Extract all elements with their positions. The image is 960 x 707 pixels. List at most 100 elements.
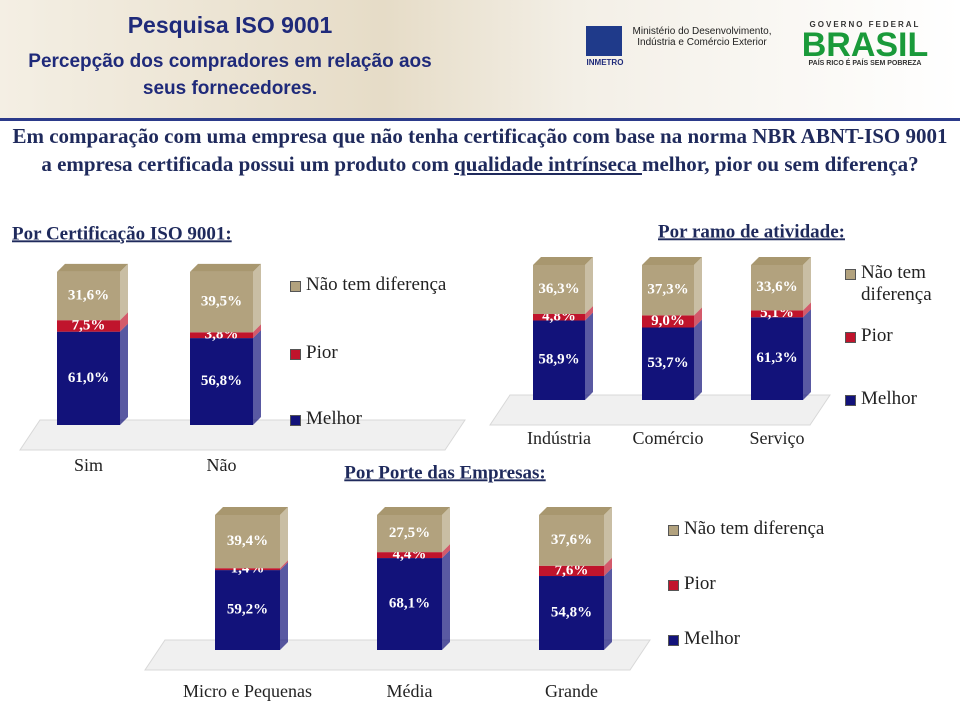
bar-depth <box>604 568 612 650</box>
legend-swatch <box>290 349 301 360</box>
bar-depth <box>442 550 450 650</box>
legend-label: Não tem diferença <box>306 274 447 295</box>
government-label: GOVERNO FEDERAL <box>809 20 921 29</box>
bar-segment <box>642 265 694 316</box>
legend-swatch <box>668 635 679 646</box>
bar-segment <box>57 271 120 321</box>
header-title: Pesquisa ISO 9001 <box>127 12 333 38</box>
value-label: 31,6% <box>68 287 109 303</box>
bar-segment <box>190 338 253 425</box>
floor <box>19 419 466 451</box>
x-tick-label: Não <box>207 455 237 475</box>
legend-label: Pior <box>684 573 716 594</box>
value-label: 27,5% <box>389 525 430 541</box>
bar-segment <box>215 570 280 650</box>
x-tick-label: Grande <box>545 681 598 701</box>
value-label: 54,8% <box>551 604 592 620</box>
x-tick-label: Serviço <box>750 428 805 448</box>
legend-swatch <box>845 395 856 406</box>
legend-swatch <box>845 269 856 280</box>
bar-depth <box>280 562 288 650</box>
floor <box>489 394 831 426</box>
value-label: 37,6% <box>551 532 592 548</box>
bar-depth <box>120 323 128 425</box>
legend-swatch <box>668 525 679 536</box>
bar-depth <box>442 507 450 553</box>
x-tick-label: Comércio <box>633 428 704 448</box>
bar-top <box>57 263 128 272</box>
chart-title: Por Porte das Empresas: <box>344 462 545 483</box>
bar-depth <box>442 544 450 559</box>
bar-top <box>215 507 288 515</box>
bar-top <box>539 507 612 515</box>
bar-depth <box>120 312 128 332</box>
legend-label: Não tem diferença <box>861 262 932 305</box>
bar-depth <box>694 307 702 328</box>
inmetro-logo <box>586 26 622 56</box>
question-text: melhor, pior ou sem diferença? <box>641 152 919 176</box>
brasil-logo: BRASIL <box>801 26 929 64</box>
legend-label: Melhor <box>684 628 740 649</box>
legend-swatch <box>290 281 301 292</box>
x-tick-label: Média <box>387 681 433 701</box>
legend-swatch <box>845 332 856 343</box>
bar-depth <box>803 309 811 400</box>
bar-depth <box>803 257 811 311</box>
chart-title: Por ramo de atividade: <box>658 221 845 242</box>
bar-top <box>751 257 811 265</box>
bar-segment <box>57 331 120 425</box>
bar-depth <box>253 324 261 339</box>
bar-top <box>533 257 593 265</box>
bar-segment <box>642 327 694 400</box>
bar-segment <box>533 314 585 321</box>
value-label: 39,4% <box>227 533 268 549</box>
value-label: 61,0% <box>68 370 109 386</box>
bar-top <box>642 257 702 265</box>
bar-segment <box>377 552 442 559</box>
bar-segment <box>215 515 280 569</box>
value-label: 53,7% <box>647 355 688 371</box>
bar-segment <box>190 332 253 339</box>
x-tick-label: Indústria <box>527 428 591 448</box>
slogan: PAÍS RICO É PAÍS SEM POBREZA <box>808 60 922 67</box>
chart-title: Por Certificação ISO 9001: <box>12 223 232 244</box>
bar-segment <box>642 315 694 328</box>
ministry-label: Ministério do Desenvolvimento, Indústria… <box>632 26 772 48</box>
bar-segment <box>751 310 803 318</box>
bar-depth <box>280 560 288 571</box>
x-tick-label: Sim <box>74 455 103 475</box>
bar-segment <box>57 320 120 332</box>
value-label: 33,6% <box>756 279 797 295</box>
value-label: 58,9% <box>538 352 579 368</box>
legend-label: Pior <box>306 342 338 363</box>
value-label: 9,0% <box>651 313 685 329</box>
x-tick-label: Micro e Pequenas <box>183 681 312 701</box>
bar-segment <box>190 271 253 333</box>
question: Em comparação com uma empresa que não te… <box>8 122 952 178</box>
legend-label: Não tem diferença <box>684 518 825 539</box>
legend-label: Melhor <box>306 408 362 429</box>
bar-depth <box>585 257 593 315</box>
value-label: 36,3% <box>538 281 579 297</box>
value-label: 37,3% <box>647 282 688 298</box>
value-label: 59,2% <box>227 601 268 617</box>
legend-swatch <box>290 415 301 426</box>
legend-label: Pior <box>861 325 893 346</box>
question-text: Em comparação com uma empresa que não te… <box>12 124 948 176</box>
bar-depth <box>253 330 261 425</box>
header-subtitle: Percepção dos compradores em relação aos… <box>28 51 432 99</box>
bar-depth <box>585 306 593 321</box>
bar-segment <box>377 558 442 650</box>
legend-swatch <box>668 580 679 591</box>
bar-segment <box>539 515 604 566</box>
value-label: 61,3% <box>756 350 797 366</box>
bar-segment <box>533 265 585 315</box>
bar-segment <box>377 515 442 553</box>
bar-segment <box>215 568 280 571</box>
bar-segment <box>533 320 585 400</box>
bar-depth <box>280 507 288 569</box>
bar-depth <box>604 507 612 566</box>
bar-depth <box>120 263 128 321</box>
